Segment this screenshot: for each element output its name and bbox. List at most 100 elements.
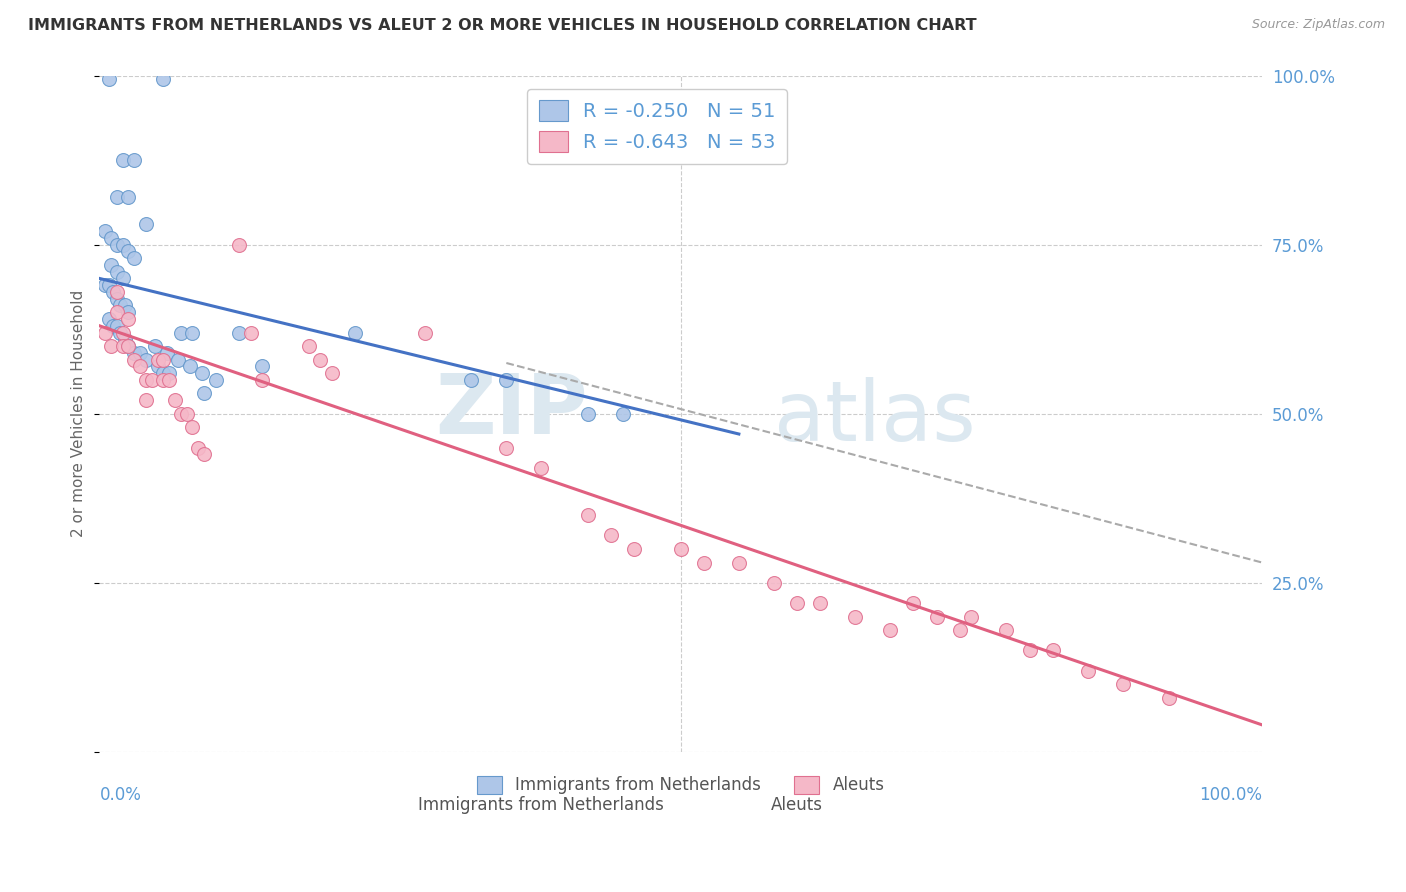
Text: Source: ZipAtlas.com: Source: ZipAtlas.com xyxy=(1251,18,1385,31)
Point xyxy=(190,366,212,380)
Point xyxy=(124,251,146,265)
Point xyxy=(117,339,139,353)
Point xyxy=(228,237,250,252)
Point xyxy=(1111,677,1133,691)
Text: 100.0%: 100.0% xyxy=(1199,786,1263,804)
Point xyxy=(460,373,482,387)
Point xyxy=(1018,643,1040,657)
Point xyxy=(228,326,250,340)
Point xyxy=(167,352,190,367)
Point xyxy=(103,318,125,333)
Point xyxy=(152,373,174,387)
Point xyxy=(111,339,134,353)
Point xyxy=(179,359,201,374)
Text: Aleuts: Aleuts xyxy=(770,796,823,814)
Point xyxy=(124,153,146,167)
Point xyxy=(124,346,146,360)
Point xyxy=(321,366,343,380)
Point xyxy=(105,292,128,306)
Point xyxy=(105,190,128,204)
Point xyxy=(135,352,157,367)
Point xyxy=(135,217,157,231)
Point xyxy=(124,352,146,367)
Point xyxy=(344,326,367,340)
Point xyxy=(157,366,180,380)
Point xyxy=(495,441,517,455)
Point xyxy=(669,541,692,556)
Point xyxy=(135,373,157,387)
Legend: Immigrants from Netherlands, Aleuts: Immigrants from Netherlands, Aleuts xyxy=(467,766,894,805)
Point xyxy=(250,373,273,387)
Point xyxy=(193,447,215,461)
Point xyxy=(1077,664,1099,678)
Point xyxy=(239,326,262,340)
Point xyxy=(187,441,209,455)
Point xyxy=(786,596,808,610)
Point xyxy=(844,609,866,624)
Point xyxy=(146,352,169,367)
Text: ZIP: ZIP xyxy=(436,370,588,450)
Point xyxy=(94,224,117,238)
Point xyxy=(309,352,332,367)
Text: IMMIGRANTS FROM NETHERLANDS VS ALEUT 2 OR MORE VEHICLES IN HOUSEHOLD CORRELATION: IMMIGRANTS FROM NETHERLANDS VS ALEUT 2 O… xyxy=(28,18,977,33)
Point xyxy=(170,326,193,340)
Point xyxy=(808,596,831,610)
Point xyxy=(129,346,152,360)
Point xyxy=(157,373,180,387)
Point xyxy=(129,359,152,374)
Point xyxy=(762,575,785,590)
Point xyxy=(100,339,122,353)
Point xyxy=(135,393,157,408)
Point xyxy=(530,460,553,475)
Text: atlas: atlas xyxy=(773,376,976,458)
Point xyxy=(94,278,117,293)
Point xyxy=(163,393,186,408)
Point xyxy=(105,265,128,279)
Point xyxy=(100,231,122,245)
Point xyxy=(111,153,134,167)
Point xyxy=(413,326,436,340)
Point xyxy=(103,285,125,299)
Point xyxy=(181,420,204,434)
Point xyxy=(117,244,139,259)
Point xyxy=(1157,690,1180,705)
Point xyxy=(141,373,163,387)
Point xyxy=(105,305,128,319)
Point xyxy=(105,237,128,252)
Point xyxy=(170,407,193,421)
Point xyxy=(97,278,120,293)
Point xyxy=(176,407,198,421)
Point xyxy=(110,298,132,312)
Point xyxy=(156,346,179,360)
Point xyxy=(960,609,983,624)
Point xyxy=(495,373,517,387)
Point xyxy=(995,623,1018,637)
Point xyxy=(250,359,273,374)
Point xyxy=(152,71,174,86)
Point xyxy=(728,556,751,570)
Point xyxy=(152,352,174,367)
Point xyxy=(111,237,134,252)
Point xyxy=(576,508,599,523)
Point xyxy=(105,285,128,299)
Point xyxy=(204,373,226,387)
Point xyxy=(117,339,139,353)
Text: 0.0%: 0.0% xyxy=(100,786,142,804)
Point xyxy=(193,386,215,401)
Point xyxy=(612,407,634,421)
Point xyxy=(298,339,321,353)
Point xyxy=(181,326,204,340)
Point xyxy=(114,332,136,346)
Point xyxy=(949,623,972,637)
Point xyxy=(879,623,901,637)
Point xyxy=(105,318,128,333)
Point xyxy=(110,326,132,340)
Text: Immigrants from Netherlands: Immigrants from Netherlands xyxy=(419,796,664,814)
Point xyxy=(97,312,120,326)
Point xyxy=(152,366,174,380)
Point xyxy=(100,258,122,272)
Point xyxy=(143,339,166,353)
Y-axis label: 2 or more Vehicles in Household: 2 or more Vehicles in Household xyxy=(72,290,86,537)
Point xyxy=(114,298,136,312)
Point xyxy=(146,359,169,374)
